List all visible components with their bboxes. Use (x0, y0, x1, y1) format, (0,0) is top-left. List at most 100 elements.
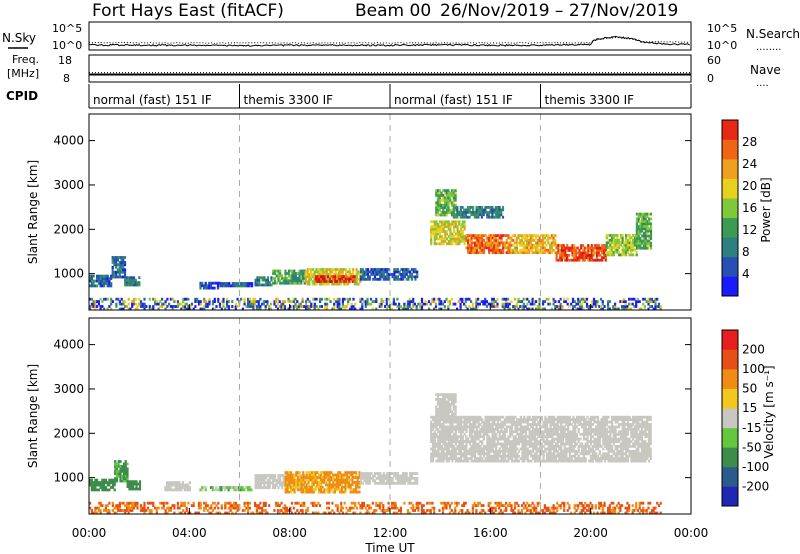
velocity-cell (533, 459, 536, 463)
power-cell (336, 307, 339, 311)
velocity-cell (453, 420, 456, 424)
power-cell (536, 307, 539, 311)
velocity-cell (288, 478, 291, 482)
velocity-cell (277, 486, 280, 490)
velocity-cell (568, 452, 571, 456)
power-cell (222, 305, 225, 308)
velocity-cell (532, 432, 535, 436)
velocity-cell (519, 418, 522, 421)
velocity-cell (535, 457, 538, 460)
velocity-cell (430, 423, 433, 426)
velocity-cell (433, 420, 436, 424)
power-cell (560, 251, 563, 255)
velocity-cell (453, 425, 456, 429)
velocity-cell (445, 435, 449, 439)
velocity-cell (97, 481, 100, 484)
velocity-cell (340, 478, 343, 482)
power-cell (344, 280, 347, 283)
power-cell (543, 300, 546, 303)
power-cell (500, 236, 503, 240)
power-cell (273, 269, 277, 273)
velocity-cell (574, 418, 577, 421)
power-cell (182, 300, 185, 303)
velocity-cell (470, 425, 473, 429)
power-cell (609, 251, 612, 254)
velocity-cell (577, 445, 580, 448)
power-cell (442, 213, 445, 217)
velocity-cell (577, 423, 580, 426)
power-cell (96, 284, 99, 288)
power-cell (526, 246, 529, 250)
power-cell (110, 277, 113, 280)
power-cell (433, 242, 436, 246)
power-cell (449, 242, 452, 246)
velocity-cell (502, 420, 505, 424)
velocity-cell (486, 418, 489, 421)
power-cell (279, 281, 282, 285)
velocity-cell (405, 474, 408, 478)
power-cell (197, 302, 201, 306)
power-cell (129, 278, 132, 282)
velocity-cell (488, 447, 491, 451)
power-cell (611, 234, 614, 237)
velocity-cell (549, 423, 552, 426)
velocity-cell (540, 449, 543, 453)
power-cell (573, 300, 576, 303)
velocity-cell (465, 447, 468, 451)
power-cell (113, 270, 116, 274)
power-cell (292, 297, 295, 301)
power-cell (300, 269, 303, 273)
velocity-cell (524, 420, 528, 424)
velocity-cell (298, 474, 301, 477)
nsearch-legend-dots: ........ (756, 42, 781, 53)
velocity-cell (546, 457, 549, 460)
velocity-cell (180, 486, 183, 489)
velocity-cell (551, 442, 554, 446)
power-cell (564, 253, 567, 257)
velocity-cell (495, 457, 498, 460)
velocity-cell (475, 425, 478, 429)
power-cell (291, 279, 294, 283)
power-cell (305, 305, 308, 308)
velocity-cell (563, 425, 566, 429)
velocity-cell (398, 474, 401, 478)
power-cell (465, 234, 468, 237)
velocity-cell (467, 459, 470, 463)
velocity-cell (431, 457, 435, 460)
power-cell (447, 239, 450, 243)
velocity-cell (482, 420, 485, 424)
velocity-cell (547, 445, 550, 448)
power-cell (576, 251, 579, 255)
velocity-cell (568, 423, 571, 426)
velocity-cell (178, 481, 181, 484)
power-cell (481, 241, 484, 245)
power-cell (459, 297, 462, 301)
velocity-cell (484, 418, 487, 421)
power-cell (419, 302, 422, 306)
power-cell (587, 307, 590, 311)
velocity-cell (539, 454, 542, 458)
power-cell (235, 284, 238, 288)
power-cell (474, 251, 477, 254)
velocity-cell (431, 423, 435, 426)
power-cell (258, 281, 261, 284)
power-cell (605, 234, 608, 237)
velocity-cell (379, 474, 382, 478)
velocity-cell (481, 449, 484, 453)
velocity-cell (567, 430, 570, 434)
power-cell (289, 274, 292, 278)
velocity-cell (458, 442, 461, 446)
velocity-cell (436, 400, 440, 404)
power-cell (488, 239, 491, 242)
power-cell (152, 297, 155, 301)
power-cell (386, 275, 389, 279)
velocity-cell (524, 437, 528, 441)
velocity-cell (560, 432, 563, 436)
power-cell (355, 268, 358, 271)
power-cell (559, 253, 562, 257)
power-cell (392, 300, 395, 303)
power-cell (437, 237, 440, 241)
power-cell (472, 246, 475, 250)
velocity-cell (340, 483, 343, 487)
power-cell (644, 217, 647, 221)
